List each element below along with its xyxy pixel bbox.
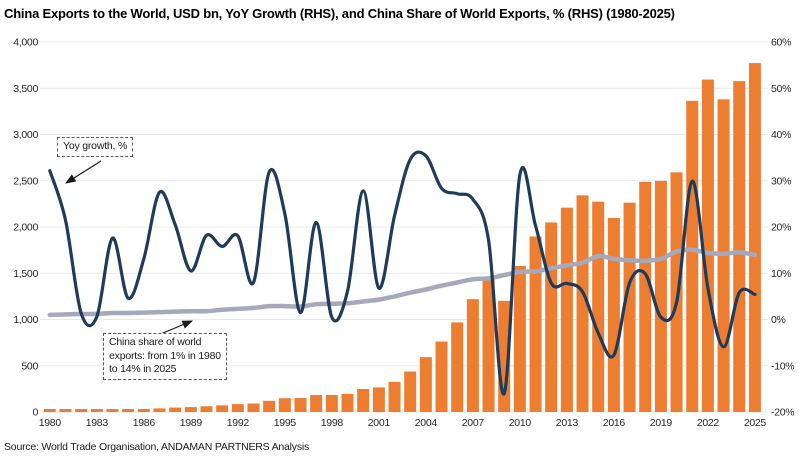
export-bar-2014 [576, 195, 589, 412]
export-bar-2022 [701, 79, 714, 413]
x-axis-tick-label: 2019 [650, 417, 673, 429]
left-axis-tick-label: 3,000 [13, 129, 38, 141]
export-bar-1990 [200, 406, 213, 412]
left-axis-tick-label: 2,500 [13, 175, 38, 187]
export-bar-1994 [263, 400, 276, 412]
export-bar-1980 [43, 409, 56, 412]
right-axis-tick-label: -10% [771, 360, 794, 372]
export-bar-1982 [75, 409, 88, 412]
export-bar-2018 [639, 181, 652, 412]
export-bar-1999 [341, 393, 354, 412]
x-axis-tick-label: 2004 [415, 417, 438, 429]
left-axis-tick-label: 3,500 [13, 83, 38, 95]
export-bar-1992 [231, 404, 244, 412]
export-bar-2020 [670, 172, 683, 412]
export-bar-2024 [733, 81, 746, 412]
export-bar-1985 [122, 409, 135, 412]
x-axis-tick-label: 1986 [133, 417, 156, 429]
export-bar-2004 [419, 357, 432, 412]
export-bar-1995 [278, 398, 291, 412]
x-axis-tick-label: 1995 [274, 417, 297, 429]
source-note: Source: World Trade Organisation, ANDAMA… [4, 441, 310, 453]
export-bar-1998 [325, 394, 338, 412]
export-bar-2016 [607, 217, 620, 412]
x-axis-tick-label: 2025 [744, 417, 767, 429]
left-axis-tick-label: 500 [21, 360, 38, 372]
export-bar-1984 [106, 409, 119, 412]
export-bar-2025 [748, 63, 761, 413]
left-axis-tick-label: 1,000 [13, 314, 38, 326]
export-bar-1991 [216, 405, 229, 412]
right-axis-tick-label: 10% [771, 268, 791, 280]
x-axis-tick-label: 2013 [556, 417, 579, 429]
left-axis-tick-label: 2,000 [13, 222, 38, 234]
export-bar-1993 [247, 403, 260, 412]
export-bar-2003 [404, 371, 417, 412]
x-axis-tick-label: 1998 [321, 417, 344, 429]
yoy-callout-arrow [64, 160, 102, 184]
export-bar-1988 [169, 407, 182, 412]
x-axis-tick-label: 1992 [227, 417, 250, 429]
china-share-line [47, 247, 758, 318]
export-bar-2011 [529, 236, 542, 412]
x-axis-tick-label: 2007 [462, 417, 485, 429]
export-bar-2007 [466, 299, 479, 412]
right-axis-tick-label: 20% [771, 222, 791, 234]
yoy-growth-line [48, 150, 757, 396]
export-bar-1997 [310, 395, 323, 412]
right-axis-tick-label: 0% [771, 314, 786, 326]
export-bar-2013 [560, 207, 573, 412]
export-bar-1981 [59, 409, 72, 412]
x-axis-tick-label: 2022 [697, 417, 720, 429]
china-share-callout-line1: China share of world [109, 336, 202, 348]
yoy-growth-callout-text: Yoy growth, % [63, 140, 128, 152]
x-axis-tick-label: 2010 [509, 417, 532, 429]
china-share-callout: China share of world exports: from 1% in… [103, 333, 227, 380]
right-axis-tick-label: 30% [771, 175, 791, 187]
x-axis-tick-label: 2016 [603, 417, 626, 429]
x-axis-tick-label: 2001 [368, 417, 391, 429]
export-bar-2019 [654, 180, 667, 412]
china-share-callout-line2: exports: from 1% in 1980 [109, 349, 221, 362]
export-bar-1996 [294, 398, 307, 412]
export-bar-2005 [435, 341, 448, 412]
export-bar-2010 [513, 266, 526, 412]
chart-title: China Exports to the World, USD bn, YoY … [4, 6, 675, 21]
export-bar-1987 [153, 408, 166, 412]
export-bar-2015 [592, 201, 605, 412]
export-bar-2021 [686, 100, 699, 412]
left-axis-tick-label: 4,000 [13, 37, 38, 49]
export-bar-2006 [451, 322, 464, 412]
export-bar-1986 [137, 409, 150, 412]
right-axis-tick-label: -20% [771, 407, 794, 419]
left-axis-tick-label: 1,500 [13, 268, 38, 280]
export-bar-2008 [482, 279, 495, 412]
export-bar-1983 [90, 409, 103, 412]
export-bar-2002 [388, 381, 401, 412]
x-axis-tick-label: 1983 [86, 417, 109, 429]
left-axis-tick-label: 0 [32, 407, 38, 419]
share-callout-arrow [157, 320, 194, 336]
right-axis-tick-label: 60% [771, 37, 791, 49]
x-axis-tick-label: 1989 [180, 417, 203, 429]
x-axis-tick-label: 1980 [39, 417, 62, 429]
export-bar-1989 [184, 407, 197, 412]
export-bar-2000 [357, 388, 370, 412]
right-axis-tick-label: 50% [771, 83, 791, 95]
yoy-growth-callout: Yoy growth, % [57, 137, 134, 157]
china-share-callout-line3: to 14% in 2025 [109, 363, 177, 376]
export-bar-2001 [372, 387, 385, 412]
right-axis-tick-label: 40% [771, 129, 791, 141]
export-bar-2012 [545, 222, 558, 412]
export-bar-2017 [623, 202, 636, 412]
